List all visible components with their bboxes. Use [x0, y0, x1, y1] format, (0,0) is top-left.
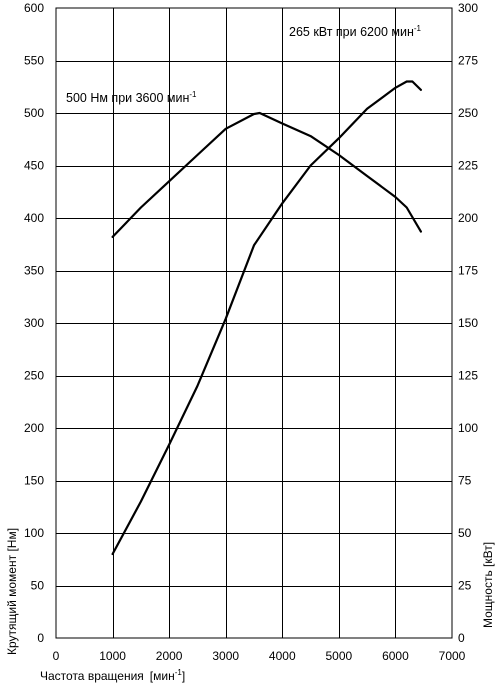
x-tick-label: 0 — [53, 649, 60, 663]
x-tick-label: 7000 — [439, 649, 466, 663]
y-left-tick-label: 150 — [24, 474, 44, 488]
y-left-tick-label: 250 — [24, 369, 44, 383]
y-left-tick-label: 350 — [24, 264, 44, 278]
y-right-tick-label: 50 — [458, 526, 472, 540]
x-tick-label: 3000 — [212, 649, 239, 663]
grid — [56, 8, 452, 638]
y-left-tick-label: 500 — [24, 106, 44, 120]
y-left-tick-label: 600 — [24, 1, 44, 15]
y-right-tick-label: 75 — [458, 474, 472, 488]
torque-curve — [111, 111, 422, 238]
tick-labels: 0 1000 2000 3000 4000 5000 6000 700005010015020… — [24, 1, 478, 663]
y-left-tick-label: 450 — [24, 159, 44, 173]
y-right-axis-label: Мощность [кВт] — [481, 542, 495, 628]
y-right-tick-label: 0 — [458, 631, 465, 645]
y-left-tick-label: 300 — [24, 316, 44, 330]
y-left-tick-label: 50 — [31, 579, 45, 593]
y-right-tick-label: 200 — [458, 211, 478, 225]
y-left-tick-label: 100 — [24, 526, 44, 540]
x-axis-label: Частота вращения [мин-1] — [40, 668, 185, 683]
x-tick-label: 1000 — [99, 649, 126, 663]
y-left-tick-label: 200 — [24, 421, 44, 435]
y-right-tick-label: 125 — [458, 369, 478, 383]
torque-peak-annotation: 500 Нм при 3600 мин-1 — [66, 90, 197, 105]
y-left-tick-label: 400 — [24, 211, 44, 225]
y-left-axis-label: Крутящий момент [Нм] — [5, 528, 19, 655]
y-left-tick-label: 550 — [24, 54, 44, 68]
x-tick-label: 4000 — [269, 649, 296, 663]
y-right-tick-label: 25 — [458, 579, 472, 593]
plot-frame — [55, 7, 453, 639]
x-tick-label: 6000 — [382, 649, 409, 663]
y-right-tick-label: 175 — [458, 264, 478, 278]
y-right-tick-label: 275 — [458, 54, 478, 68]
x-tick-label: 2000 — [156, 649, 183, 663]
y-left-tick-label: 0 — [37, 631, 44, 645]
y-right-tick-label: 300 — [458, 1, 478, 15]
y-right-tick-label: 100 — [458, 421, 478, 435]
y-right-tick-label: 150 — [458, 316, 478, 330]
y-right-tick-label: 225 — [458, 159, 478, 173]
curves — [111, 80, 422, 556]
y-right-tick-label: 250 — [458, 106, 478, 120]
x-tick-label: 5000 — [326, 649, 353, 663]
power-peak-annotation: 265 кВт при 6200 мин-1 — [289, 24, 422, 39]
power-curve — [111, 80, 422, 556]
